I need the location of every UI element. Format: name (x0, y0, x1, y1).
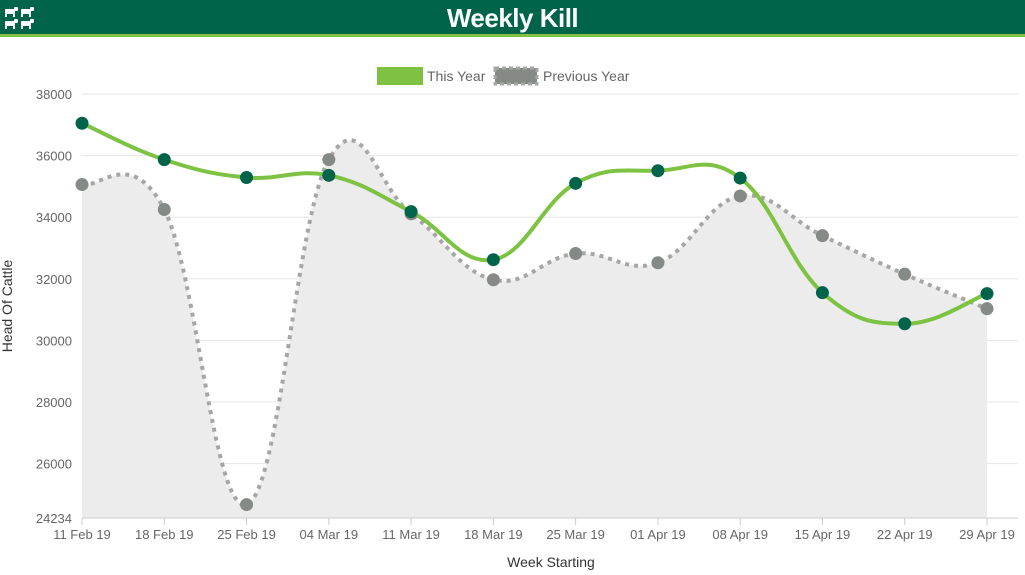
x-axis-title: Week Starting (507, 554, 595, 570)
this-year-point[interactable] (569, 176, 583, 190)
previous-year-point[interactable] (898, 267, 912, 281)
legend-item-this-year[interactable]: This Year (377, 67, 486, 85)
this-year-point[interactable] (733, 171, 747, 185)
this-year-point[interactable] (486, 253, 500, 267)
previous-year-point[interactable] (569, 247, 583, 261)
cattle-herd-icon (5, 7, 34, 29)
previous-year-point[interactable] (815, 229, 829, 243)
previous-year-point[interactable] (75, 178, 89, 192)
this-year-point[interactable] (815, 286, 829, 300)
page-title: Weekly Kill (446, 3, 579, 33)
x-tick-label: 08 Apr 19 (712, 527, 768, 542)
x-tick-label: 15 Apr 19 (795, 527, 851, 542)
y-tick-label: 34000 (36, 210, 72, 225)
x-tick-label: 25 Mar 19 (546, 527, 605, 542)
legend: This Year Previous Year (377, 66, 630, 86)
y-tick-label: 24234 (36, 511, 72, 526)
previous-year-point[interactable] (322, 153, 336, 167)
this-year-point[interactable] (75, 116, 89, 130)
y-axis-title: Head Of Cattle (0, 259, 15, 352)
previous-year-point[interactable] (980, 302, 994, 316)
previous-year-point[interactable] (240, 498, 254, 512)
data-markers (75, 116, 994, 512)
this-year-point[interactable] (240, 170, 254, 184)
x-tick-label: 25 Feb 19 (217, 527, 276, 542)
x-tick-label: 01 Apr 19 (630, 527, 686, 542)
this-year-point[interactable] (322, 168, 336, 182)
this-year-point[interactable] (651, 164, 665, 178)
x-tick-label: 11 Mar 19 (382, 527, 440, 542)
x-tick-label: 22 Apr 19 (877, 527, 933, 542)
axes (81, 517, 1018, 525)
previous-year-point[interactable] (733, 189, 747, 203)
this-year-point[interactable] (157, 153, 171, 167)
previous-year-point[interactable] (651, 256, 665, 270)
x-tick-label: 29 Apr 19 (959, 527, 1015, 542)
y-tick-label: 36000 (36, 149, 72, 164)
y-tick-label: 30000 (36, 333, 72, 348)
y-tick-label: 26000 (36, 457, 72, 472)
this-year-point[interactable] (980, 287, 994, 301)
x-tick-label: 18 Mar 19 (464, 527, 523, 542)
x-tick-label: 18 Feb 19 (135, 527, 194, 542)
previous-year-point[interactable] (157, 203, 171, 217)
previous-year-point[interactable] (486, 273, 500, 287)
previous-year-area (82, 140, 987, 518)
legend-label-this-year: This Year (427, 68, 486, 84)
x-tick-label: 11 Feb 19 (53, 527, 111, 542)
y-tick-label: 32000 (36, 272, 72, 287)
x-tick-label: 04 Mar 19 (300, 527, 359, 542)
legend-swatch-this-year (377, 67, 423, 85)
y-tick-label: 38000 (36, 87, 72, 102)
this-year-point[interactable] (898, 317, 912, 331)
app-header: Weekly Kill (0, 0, 1025, 37)
legend-label-previous-year: Previous Year (543, 68, 630, 84)
y-tick-label: 28000 (36, 395, 72, 410)
legend-swatch-previous-year (493, 66, 539, 86)
this-year-point[interactable] (404, 205, 418, 219)
tick-labels: 24234 26000 28000 30000 32000 34000 36000 38000… (36, 87, 1015, 542)
weekly-kill-chart: 24234 26000 28000 30000 32000 34000 36000 38000… (0, 66, 1018, 570)
legend-item-previous-year[interactable]: Previous Year (493, 66, 630, 86)
